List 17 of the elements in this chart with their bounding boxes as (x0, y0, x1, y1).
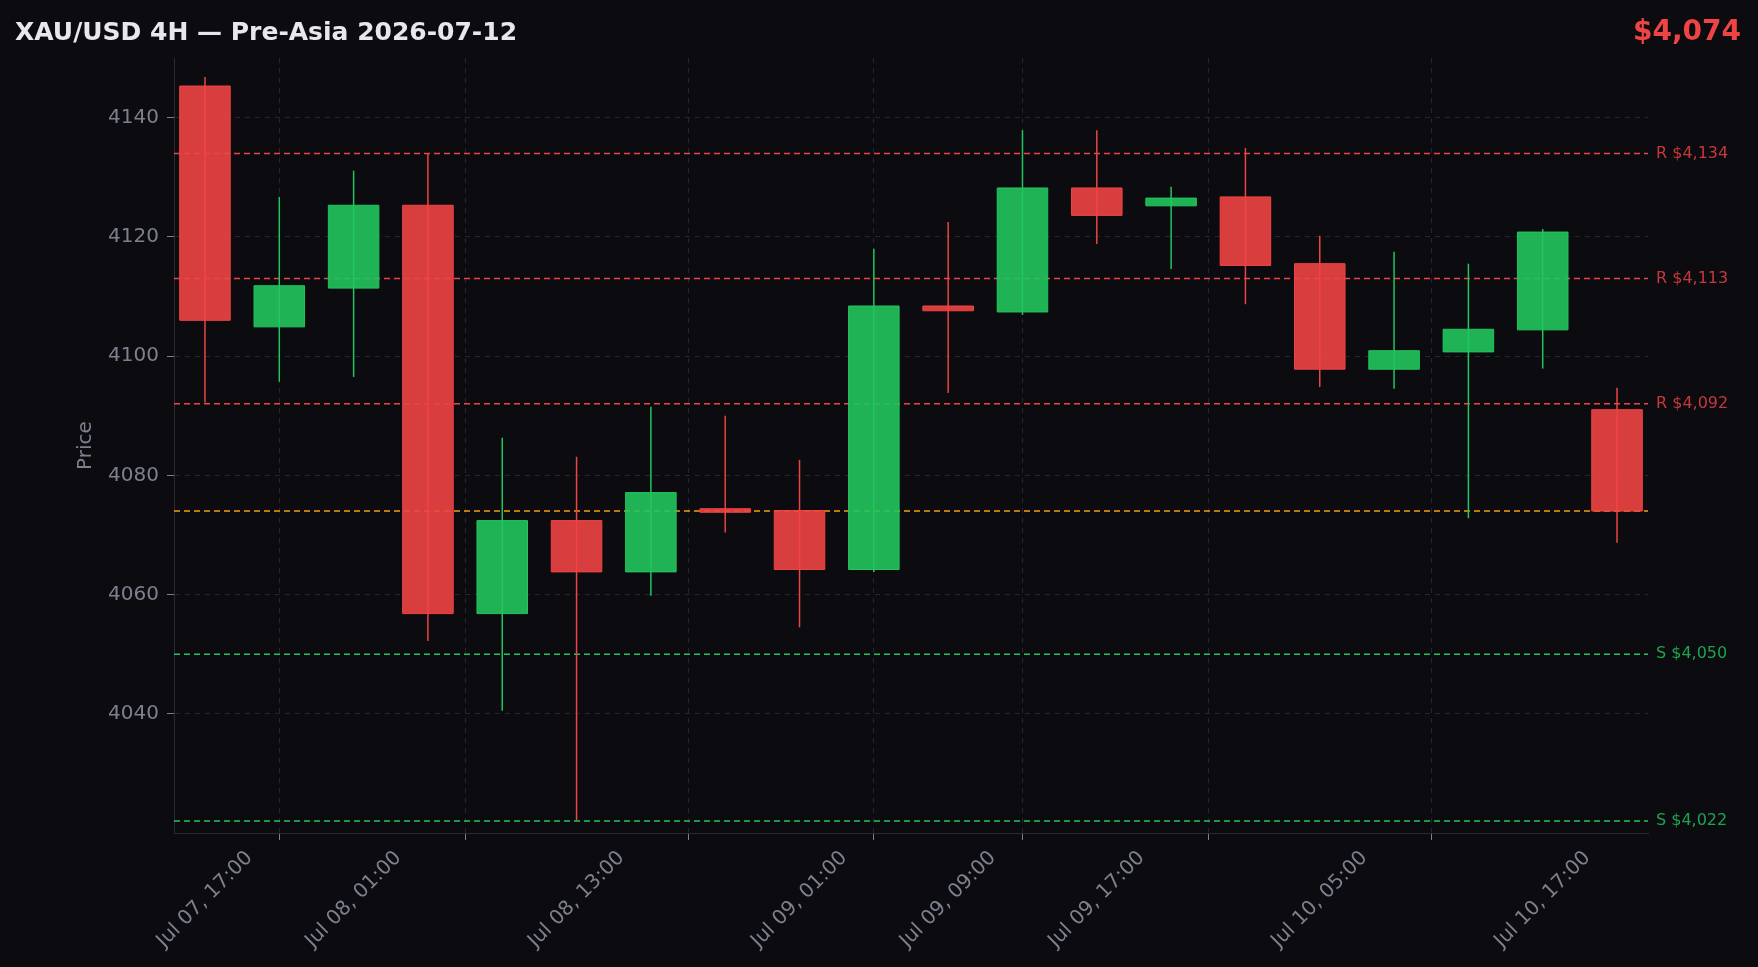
y-axis-title: Price (72, 421, 97, 470)
ref-line-label: S $4,022 (1656, 810, 1728, 830)
ref-line-label: R $4,113 (1656, 267, 1729, 287)
y-tick-label: 4100 (108, 342, 159, 367)
candlestick (1442, 262, 1495, 519)
y-tick-label: 4040 (108, 699, 159, 724)
candlestick (1145, 186, 1197, 270)
text: $4,074 (1632, 14, 1741, 47)
y-tick-label: 4140 (108, 103, 159, 128)
y-tick-label: 4120 (108, 223, 159, 248)
ref-line-label: R $4,134 (1656, 142, 1729, 162)
ref-line-label: R $4,092 (1656, 392, 1729, 412)
y-tick-label: 4060 (108, 580, 159, 605)
chart-title: XAU/USD 4H — Pre-Asia 2026-07-12 (15, 17, 518, 46)
y-tick-label: 4080 (108, 461, 159, 486)
candlestick (699, 414, 751, 534)
ref-line-label: S $4,050 (1656, 643, 1728, 663)
